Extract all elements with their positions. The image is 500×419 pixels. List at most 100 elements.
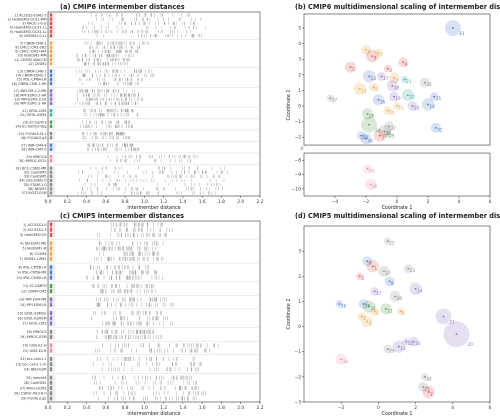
y-tick-label: 3 [298, 249, 301, 255]
group-band [48, 375, 56, 401]
point-label: 35 [386, 131, 392, 136]
model-label: 16) CNRM-CM6-1-HR [11, 82, 47, 86]
point-label: 8 [391, 281, 394, 286]
x-tick-label: 1.4 [179, 199, 186, 205]
x-tick-label: 0.6 [102, 405, 109, 411]
point-label: 9 [375, 87, 378, 92]
group-band [48, 283, 56, 294]
point-label: 4 [369, 321, 372, 326]
x-tick-label: 0.8 [122, 405, 129, 411]
self-distance-mark [49, 386, 53, 391]
data-point [379, 134, 381, 137]
model-label: 27) INM-CM4-8 [21, 143, 46, 147]
data-point [414, 287, 417, 290]
model-label: 6) UKESM1-0-LL [19, 34, 46, 38]
group-band [48, 41, 56, 66]
self-distance-mark [49, 222, 53, 227]
x-tick-label: 0.4 [83, 405, 90, 411]
self-distance-mark [49, 77, 53, 82]
x-tick-label: 0.0 [45, 405, 52, 411]
self-distance-mark [49, 367, 53, 372]
data-point [393, 77, 395, 79]
plot-frame [47, 11, 261, 197]
self-distance-mark [49, 232, 53, 237]
x-tick-label: 1.2 [160, 405, 167, 411]
x-tick-label: −2 [363, 199, 370, 205]
x-tick-label: 1.8 [218, 405, 225, 411]
y-tick-label: −2 [295, 374, 302, 380]
y-tick-label: 2 [298, 72, 301, 78]
x-tick-label: 4 [451, 405, 454, 411]
self-distance-mark [49, 356, 53, 361]
self-distance-mark [49, 101, 53, 105]
model-label: 11) EC-EARTH [23, 284, 47, 288]
y-tick-label: −1 [295, 119, 302, 125]
model-label: 29) FGOALS-g2 [21, 397, 47, 401]
self-distance-mark [49, 166, 53, 170]
model-label: 17) GFDL-CM3 [22, 322, 46, 326]
point-label: 30 [372, 184, 378, 189]
model-label: 1) ACCESS1-0 [23, 223, 47, 227]
point-label: 21 [406, 79, 412, 84]
group-band [48, 222, 56, 238]
data-point [388, 280, 391, 283]
data-point [368, 123, 370, 126]
data-point [396, 105, 398, 107]
self-distance-mark [49, 73, 53, 77]
group-band [48, 296, 56, 308]
x-axis-label: Coordinate 1 [382, 205, 413, 211]
point-label: 1 [374, 266, 377, 271]
x-tick-label: 4 [458, 199, 461, 205]
x-tick-label: 1.0 [141, 405, 148, 411]
data-point [358, 87, 361, 90]
model-label: 20) MPI-ESM1-2-HR [14, 102, 47, 106]
data-point [384, 308, 387, 310]
model-label: 28) CSIRO-Mk3-6-0 [14, 391, 46, 395]
group-band [48, 143, 56, 152]
data-point [365, 137, 367, 140]
data-point [366, 167, 369, 170]
point-label: 9 [369, 261, 372, 266]
point-label: 24 [375, 128, 381, 133]
y-axis-label: Coordinate 2 [286, 90, 292, 121]
model-label: 13) CNRM-CM6-1 [18, 69, 47, 73]
point-label: 3 [361, 276, 364, 281]
self-distance-mark [49, 143, 53, 147]
self-distance-mark [49, 62, 53, 66]
data-point [366, 260, 369, 263]
x-tick-label: 6 [489, 405, 492, 411]
point-label: 18 [394, 85, 400, 90]
data-point [386, 109, 389, 112]
self-distance-mark [49, 191, 53, 195]
point-label: 11 [399, 106, 405, 111]
self-distance-mark [49, 241, 53, 246]
x-tick-label: 0.4 [83, 199, 90, 205]
point-label: 1 [352, 67, 355, 72]
self-distance-mark [49, 270, 53, 275]
data-point [411, 105, 414, 107]
data-point [368, 305, 370, 308]
model-label: 5) NorESM1-M [22, 247, 46, 251]
point-label: 12 [361, 88, 367, 93]
data-point [427, 391, 430, 393]
data-point [405, 340, 408, 343]
model-label: 14) MPI-ESM-LR [20, 303, 47, 307]
self-distance-mark [49, 120, 53, 124]
data-point [373, 290, 376, 293]
self-distance-mark [49, 53, 53, 58]
group-band [48, 13, 56, 38]
group-band [48, 342, 56, 354]
self-distance-mark [49, 174, 53, 178]
self-distance-mark [49, 275, 53, 280]
model-label: 26) CanESM2 [24, 381, 47, 385]
model-label: 12) CESM2 [28, 62, 46, 66]
point-label: 19 [395, 96, 401, 101]
self-distance-mark [49, 147, 53, 151]
x-axis-label: intermember distance [127, 411, 180, 417]
x-tick-label: 0 [396, 199, 399, 205]
data-point [386, 240, 389, 242]
y-axis-label: Coordinate 2 [286, 299, 292, 330]
data-point [377, 98, 380, 101]
y-tick-label: 1 [298, 88, 301, 94]
